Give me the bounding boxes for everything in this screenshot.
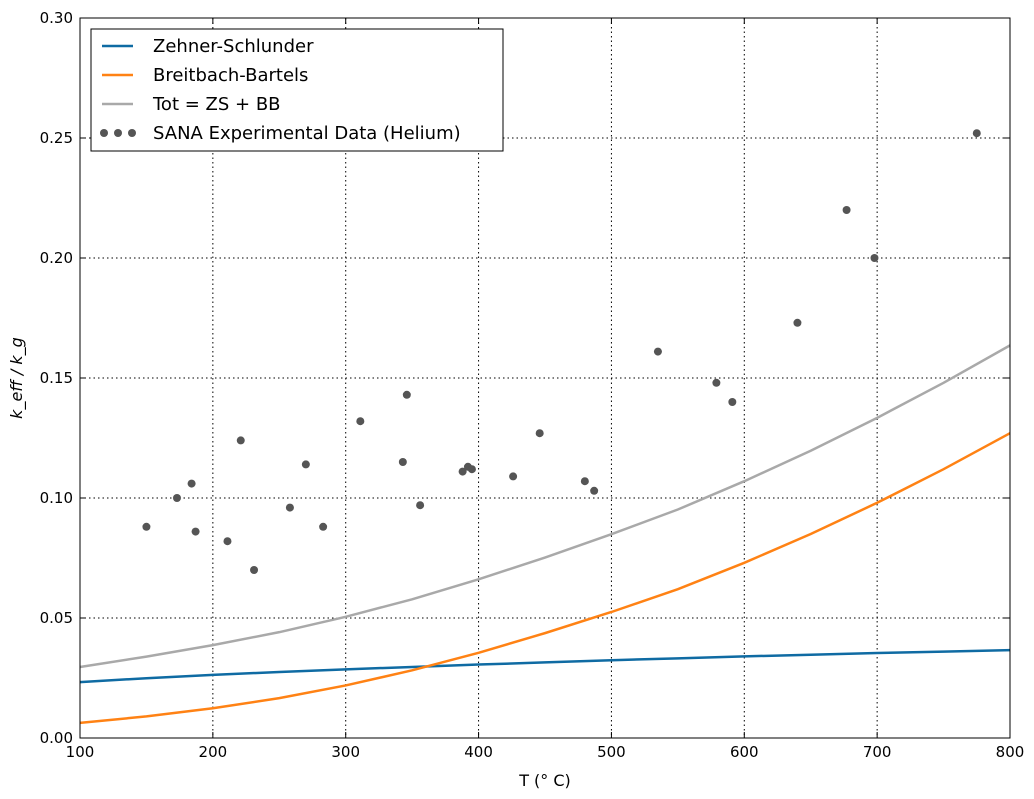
x-tick-label: 800 [996, 743, 1025, 761]
legend: Zehner-Schlunder Breitbach-Bartels Tot = Z… [90, 28, 504, 152]
y-axis-title: k_eff / k_g [7, 337, 27, 419]
y-tick-label: 0.25 [40, 129, 73, 147]
y-tick-label: 0.30 [40, 9, 73, 27]
series-line-zehner-schlunder [79, 648, 1011, 684]
data-point [728, 398, 737, 406]
data-point [467, 465, 476, 474]
data-point [172, 494, 181, 502]
data-point [319, 522, 328, 531]
legend-label: SANA Experimental Data (Helium) [153, 123, 461, 144]
y-tick-label: 0.00 [40, 729, 73, 747]
series-line-tot-zs-bb [79, 344, 1011, 669]
data-point [793, 318, 802, 327]
data-point [398, 458, 407, 466]
legend-label: Zehner-Schlunder [153, 36, 314, 57]
y-axis-title-group: k_eff / k_g [7, 337, 27, 419]
data-point [285, 503, 294, 512]
legend-marker [100, 129, 108, 137]
ticks [79, 17, 1011, 739]
y-tick-label: 0.05 [40, 609, 73, 627]
data-point [712, 378, 721, 387]
data-point [842, 206, 851, 214]
data-point [535, 429, 544, 438]
data-point [187, 479, 196, 488]
data-point [236, 436, 245, 445]
legend-label: Tot = ZS + BB [152, 94, 281, 115]
x-tick-label: 600 [730, 743, 759, 761]
data-point [416, 501, 425, 510]
y-tick-label: 0.20 [40, 249, 73, 267]
data-point [870, 254, 879, 262]
data-point [509, 472, 518, 481]
data-point [402, 390, 411, 399]
data-point [590, 486, 599, 495]
x-tick-label: 400 [464, 743, 493, 761]
x-tick-label: 300 [331, 743, 360, 761]
data-point [142, 522, 151, 531]
series-line-breitbach-bartels [79, 432, 1011, 725]
y-tick-label: 0.15 [40, 369, 73, 387]
data-point [653, 347, 662, 356]
tick-labels: 100 200 300 400 500 600 700 800 0.00 0.05 0.10 0.15… [40, 9, 1025, 761]
legend-box [90, 28, 504, 152]
data-point [580, 477, 589, 486]
legend-marker [128, 129, 136, 137]
x-tick-label: 500 [597, 743, 626, 761]
x-tick-label: 200 [199, 743, 228, 761]
data-point [972, 129, 981, 138]
data-point [223, 537, 232, 546]
y-tick-label: 0.10 [40, 489, 73, 507]
x-tick-label: 700 [863, 743, 892, 761]
data-point [191, 527, 200, 536]
data-point [356, 417, 365, 426]
legend-label: Breitbach-Bartels [153, 65, 308, 86]
x-axis-title: T (° C) [518, 771, 571, 790]
legend-marker [114, 129, 122, 137]
scatter-points [142, 129, 981, 574]
data-point [301, 460, 310, 469]
series-lines [79, 344, 1011, 725]
x-tick-label: 100 [66, 743, 95, 761]
data-point [250, 566, 259, 574]
data-point [458, 467, 467, 476]
